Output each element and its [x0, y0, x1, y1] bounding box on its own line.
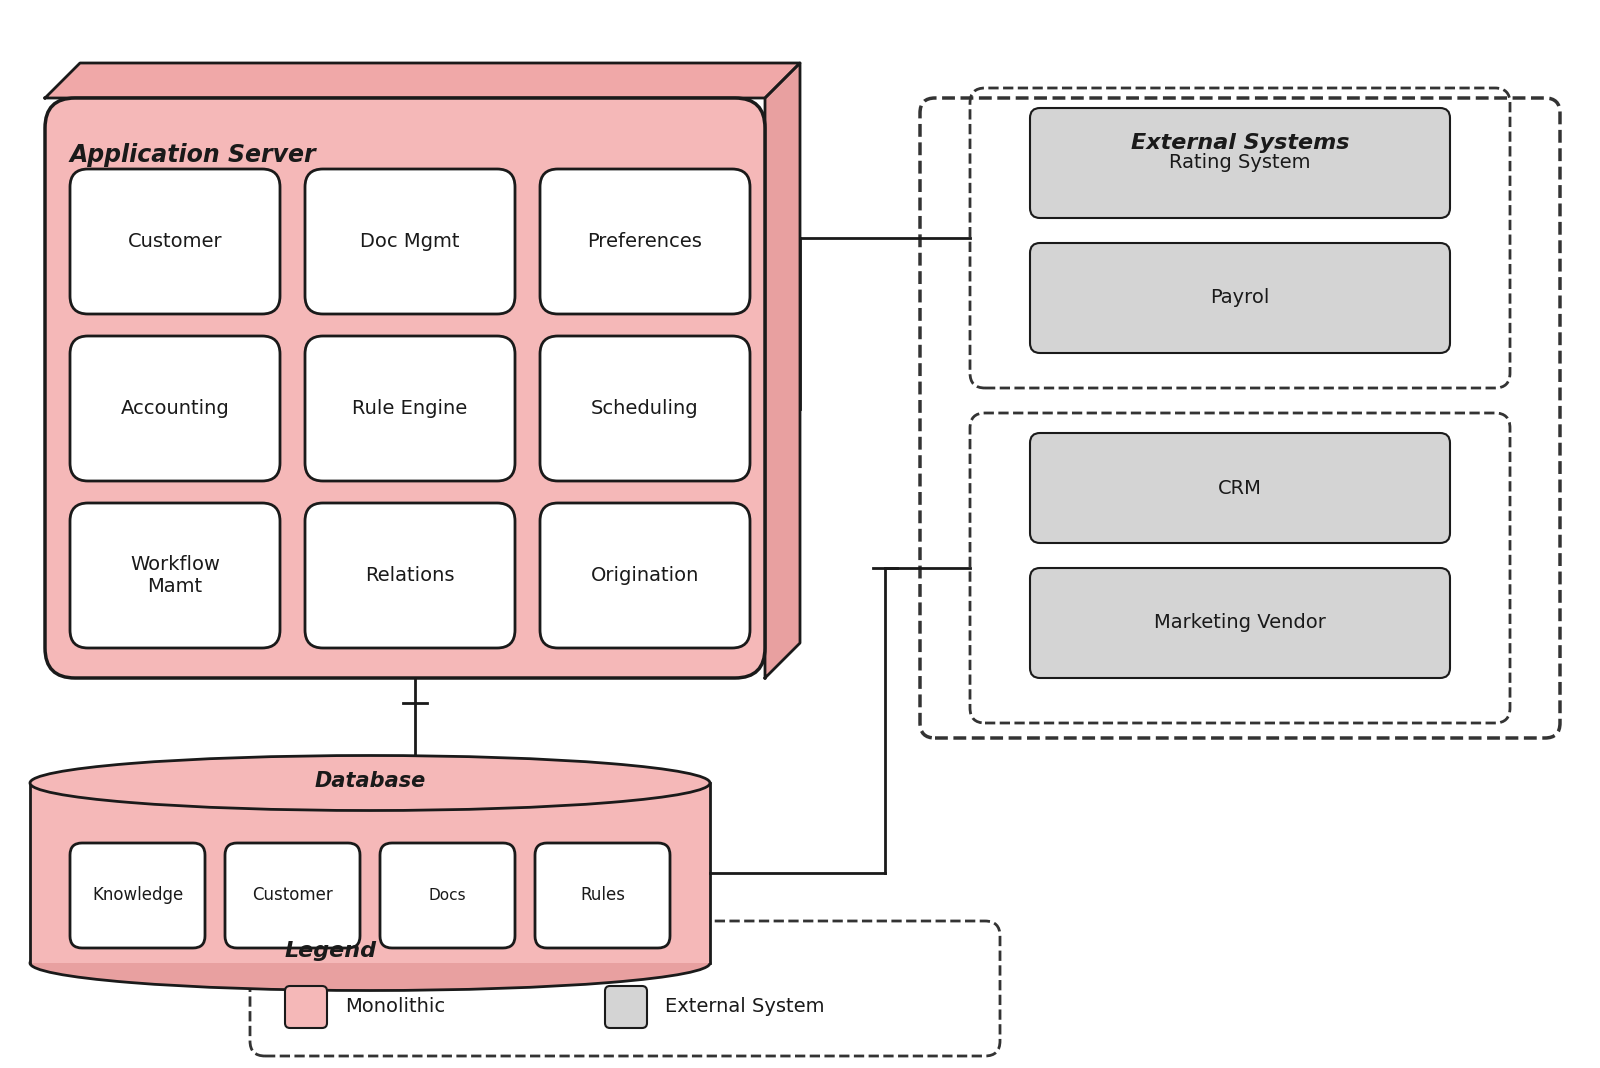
FancyBboxPatch shape [381, 843, 515, 948]
Text: Legend: Legend [285, 941, 378, 961]
Text: Docs: Docs [429, 888, 466, 904]
FancyBboxPatch shape [70, 336, 280, 481]
FancyBboxPatch shape [1030, 244, 1450, 354]
Text: Rules: Rules [579, 886, 626, 905]
FancyBboxPatch shape [534, 843, 670, 948]
FancyBboxPatch shape [45, 98, 765, 678]
FancyBboxPatch shape [70, 169, 280, 314]
Text: Customer: Customer [253, 886, 333, 905]
Text: Relations: Relations [365, 566, 454, 585]
Text: Database: Database [314, 771, 426, 791]
FancyBboxPatch shape [1030, 433, 1450, 543]
Text: Doc Mgmt: Doc Mgmt [360, 232, 459, 251]
Ellipse shape [30, 755, 710, 811]
Text: Preferences: Preferences [587, 232, 702, 251]
Text: Customer: Customer [128, 232, 222, 251]
Text: Origination: Origination [590, 566, 699, 585]
Polygon shape [45, 63, 800, 98]
Ellipse shape [30, 936, 710, 990]
Text: Accounting: Accounting [120, 399, 229, 418]
FancyBboxPatch shape [70, 503, 280, 648]
FancyBboxPatch shape [541, 336, 750, 481]
Text: Workflow
Mamt: Workflow Mamt [130, 555, 221, 596]
FancyBboxPatch shape [70, 843, 205, 948]
Text: Scheduling: Scheduling [590, 399, 699, 418]
FancyBboxPatch shape [541, 169, 750, 314]
FancyBboxPatch shape [306, 503, 515, 648]
Text: Rating System: Rating System [1170, 154, 1310, 173]
Text: Marketing Vendor: Marketing Vendor [1154, 613, 1326, 632]
FancyBboxPatch shape [30, 783, 710, 963]
FancyBboxPatch shape [1030, 568, 1450, 678]
Text: Knowledge: Knowledge [91, 886, 182, 905]
Polygon shape [765, 63, 800, 678]
Text: Payrol: Payrol [1210, 288, 1270, 308]
Text: Application Server: Application Server [70, 143, 317, 167]
FancyBboxPatch shape [541, 503, 750, 648]
FancyBboxPatch shape [306, 169, 515, 314]
FancyBboxPatch shape [605, 986, 646, 1028]
FancyBboxPatch shape [285, 986, 326, 1028]
Text: Rule Engine: Rule Engine [352, 399, 467, 418]
Text: External System: External System [666, 998, 824, 1017]
Text: External Systems: External Systems [1131, 134, 1349, 153]
Text: Monolithic: Monolithic [346, 998, 445, 1017]
FancyBboxPatch shape [1030, 108, 1450, 218]
Text: CRM: CRM [1218, 478, 1262, 498]
FancyBboxPatch shape [306, 336, 515, 481]
FancyBboxPatch shape [226, 843, 360, 948]
